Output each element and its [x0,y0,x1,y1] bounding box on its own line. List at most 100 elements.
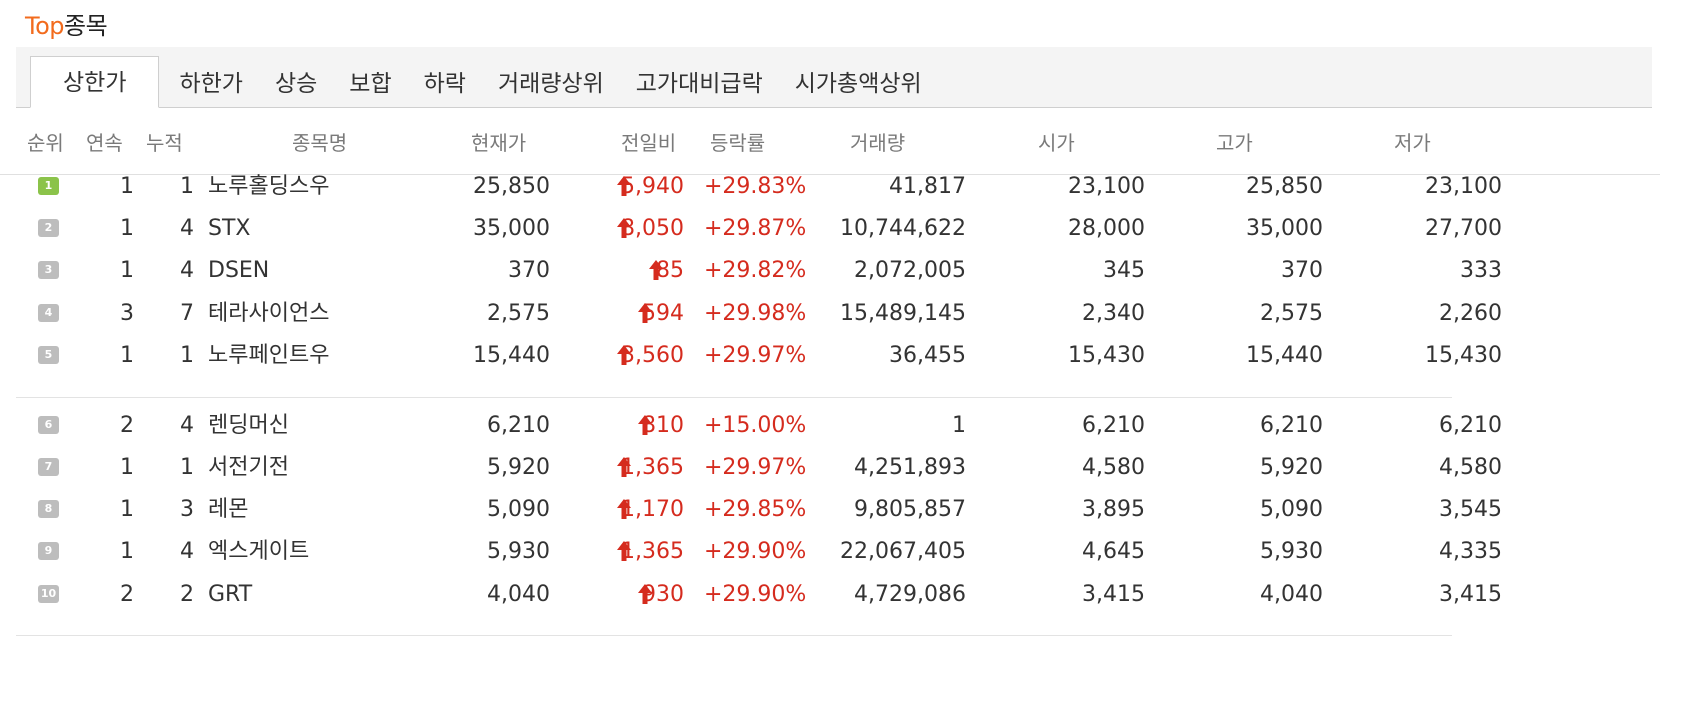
up-arrow-icon [616,540,632,562]
tab-volume-top[interactable]: 거래량상위 [497,71,604,97]
volume-cell: 10,744,622 [840,216,966,241]
stock-name-link[interactable]: 노루페인트우 [208,343,330,368]
col-volume-header: 거래량 [850,131,906,155]
open-cell: 23,100 [1068,174,1145,199]
table-row[interactable]: 1 1 1 노루홀딩스우 25,850 5,940 +29.83% 41,817 23,100 2… [0,164,1660,210]
tab-upper-limit[interactable]: 상한가 [30,56,160,108]
cumulative-cell: 1 [180,343,194,368]
price-cell: 15,440 [473,343,550,368]
open-cell: 2,340 [1082,301,1145,326]
col-change-header: 전일비 [621,131,677,155]
open-cell: 4,580 [1082,455,1145,480]
rate-cell: +29.87% [704,216,807,241]
rate-cell: +29.97% [704,343,807,368]
change-cell: 1,365 [621,455,684,480]
low-cell: 2,260 [1439,301,1502,326]
table-row[interactable]: 8 1 3 레몬 5,090 1,170 +29.85% 9,805,857 3,895 5,09… [0,487,1660,533]
open-cell: 4,645 [1082,539,1145,564]
tab-list: 상한가 하한가 상승 보합 하락 거래량상위 고가대비급락 시가총액상위 [30,56,938,108]
stock-name-link[interactable]: 렌딩머신 [208,413,289,438]
table-row[interactable]: 2 1 4 STX 35,000 8,050 +29.87% 10,744,622 28,000… [0,206,1660,252]
high-cell: 4,040 [1260,582,1323,607]
table-row[interactable]: 7 1 1 서전기전 5,920 1,365 +29.97% 4,251,893 4,580 5,… [0,445,1660,491]
table-row[interactable]: 9 1 4 엑스게이트 5,930 1,365 +29.90% 22,067,405 4,645… [0,529,1660,575]
price-cell: 5,920 [487,455,550,480]
tab-lower-limit[interactable]: 하한가 [179,71,243,97]
table-row[interactable]: 5 1 1 노루페인트우 15,440 3,560 +29.97% 36,455 15,430 1… [0,333,1660,379]
change-cell: 85 [656,258,684,283]
rank-badge: 9 [38,542,59,560]
volume-cell: 9,805,857 [854,497,966,522]
high-cell: 5,930 [1260,539,1323,564]
volume-cell: 15,489,145 [840,301,966,326]
consecutive-cell: 1 [120,258,134,283]
high-cell: 15,440 [1246,343,1323,368]
change-cell: 5,940 [621,174,684,199]
stock-name-link[interactable]: 레몬 [208,497,249,522]
consecutive-cell: 1 [120,455,134,480]
high-cell: 5,920 [1260,455,1323,480]
cumulative-cell: 1 [180,174,194,199]
tab-fall[interactable]: 하락 [423,71,466,97]
rank-badge: 5 [38,346,59,364]
low-cell: 23,100 [1425,174,1502,199]
cumulative-cell: 3 [180,497,194,522]
rank-badge: 4 [38,304,59,322]
low-cell: 3,545 [1439,497,1502,522]
stock-name-link[interactable]: 노루홀딩스우 [208,174,330,199]
high-cell: 370 [1281,258,1323,283]
open-cell: 6,210 [1082,413,1145,438]
col-cumulative-header: 누적 [146,131,183,155]
consecutive-cell: 1 [120,539,134,564]
up-arrow-icon [616,344,632,366]
tab-market-cap-top[interactable]: 시가총액상위 [794,71,922,97]
stock-name-link[interactable]: 엑스게이트 [208,539,310,564]
stock-name-link[interactable]: 서전기전 [208,455,289,480]
change-cell: 8,050 [621,216,684,241]
volume-cell: 1 [952,413,966,438]
up-arrow-icon [637,302,653,324]
high-cell: 2,575 [1260,301,1323,326]
stock-name-link[interactable]: GRT [208,582,253,607]
rank-badge: 1 [38,177,59,195]
low-cell: 333 [1460,258,1502,283]
stock-name-link[interactable]: 테라사이언스 [208,301,330,326]
rate-cell: +29.98% [704,301,807,326]
price-cell: 5,090 [487,497,550,522]
open-cell: 3,415 [1082,582,1145,607]
low-cell: 6,210 [1439,413,1502,438]
widget-title: Top종목 [25,6,108,41]
price-cell: 5,930 [487,539,550,564]
low-cell: 4,580 [1439,455,1502,480]
up-arrow-icon [616,456,632,478]
consecutive-cell: 1 [120,343,134,368]
table-row[interactable]: 3 1 4 DSEN 370 85 +29.82% 2,072,005 345 370 333 [0,248,1660,294]
low-cell: 15,430 [1425,343,1502,368]
price-cell: 2,575 [487,301,550,326]
tab-flat[interactable]: 보합 [349,71,392,97]
stock-name-link[interactable]: DSEN [208,258,270,283]
table-row[interactable]: 4 3 7 테라사이언스 2,575 594 +29.98% 15,489,145 2,340 2… [0,291,1660,337]
table-row[interactable]: 10 2 2 GRT 4,040 930 +29.90% 4,729,086 3,415 4,04… [0,572,1660,618]
rate-cell: +29.83% [704,174,807,199]
title-accent: Top [25,12,65,40]
low-cell: 3,415 [1439,582,1502,607]
rate-cell: +29.90% [704,539,807,564]
rate-cell: +29.82% [704,258,807,283]
consecutive-cell: 2 [120,582,134,607]
rate-cell: +29.90% [704,582,807,607]
table-row[interactable]: 6 2 4 렌딩머신 6,210 810 +15.00% 1 6,210 6,210 6,210 [0,403,1660,449]
low-cell: 4,335 [1439,539,1502,564]
tab-drop-from-high[interactable]: 고가대비급락 [635,71,763,97]
consecutive-cell: 1 [120,174,134,199]
up-arrow-icon [616,498,632,520]
stock-name-link[interactable]: STX [208,216,251,241]
tab-rise[interactable]: 상승 [274,71,318,97]
volume-cell: 4,729,086 [854,582,966,607]
cumulative-cell: 7 [180,301,194,326]
cumulative-cell: 4 [180,413,194,438]
rank-badge: 8 [38,500,59,518]
change-cell: 930 [642,582,684,607]
change-cell: 1,170 [621,497,684,522]
